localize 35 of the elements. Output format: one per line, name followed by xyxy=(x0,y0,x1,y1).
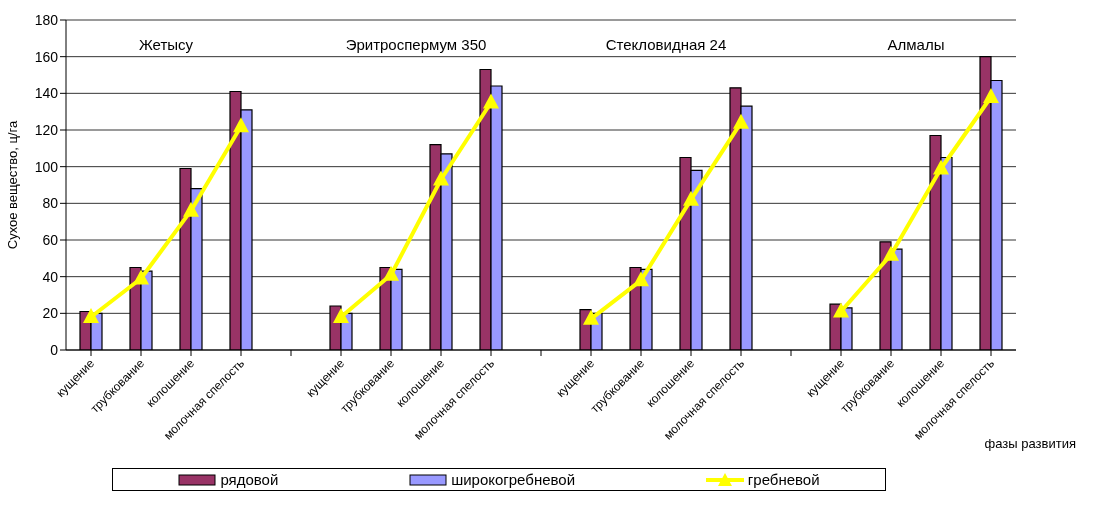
point xyxy=(833,302,849,318)
legend-label: гребневой xyxy=(747,471,820,488)
point xyxy=(433,170,449,186)
annotation: Алмалы xyxy=(886,36,946,53)
point xyxy=(583,309,599,325)
annotation: Эритроспермум 350 xyxy=(344,36,488,53)
point xyxy=(83,308,99,323)
y-tick-label: 160 xyxy=(34,48,59,65)
annotation: Стекловидная 24 xyxy=(604,36,728,53)
y-tick-label: 40 xyxy=(42,268,59,285)
x-axis-title: фазы развития xyxy=(984,436,1076,451)
point xyxy=(733,113,749,129)
annotation: Жетысу xyxy=(137,36,195,53)
point xyxy=(983,88,999,103)
legend-label: широкогребневой xyxy=(451,471,576,488)
point xyxy=(633,271,649,287)
point xyxy=(183,201,199,217)
y-tick-label: 180 xyxy=(34,11,59,28)
point xyxy=(883,245,899,261)
point xyxy=(383,265,399,281)
legend-label: рядовой xyxy=(220,471,279,488)
y-tick-label: 120 xyxy=(34,121,59,138)
y-tick-label: 80 xyxy=(42,195,59,212)
point xyxy=(933,159,949,175)
point xyxy=(483,93,499,109)
y-tick-label: 0 xyxy=(50,341,59,358)
point xyxy=(133,269,149,285)
y-tick-label: 60 xyxy=(42,231,59,248)
y-tick-label: 20 xyxy=(42,305,59,322)
y-axis-title: Сухое вещество, ц/га xyxy=(4,119,20,250)
y-tick-label: 100 xyxy=(34,158,59,175)
point xyxy=(233,117,249,133)
point xyxy=(683,190,699,206)
y-tick-label: 140 xyxy=(34,85,59,102)
point xyxy=(333,308,349,323)
